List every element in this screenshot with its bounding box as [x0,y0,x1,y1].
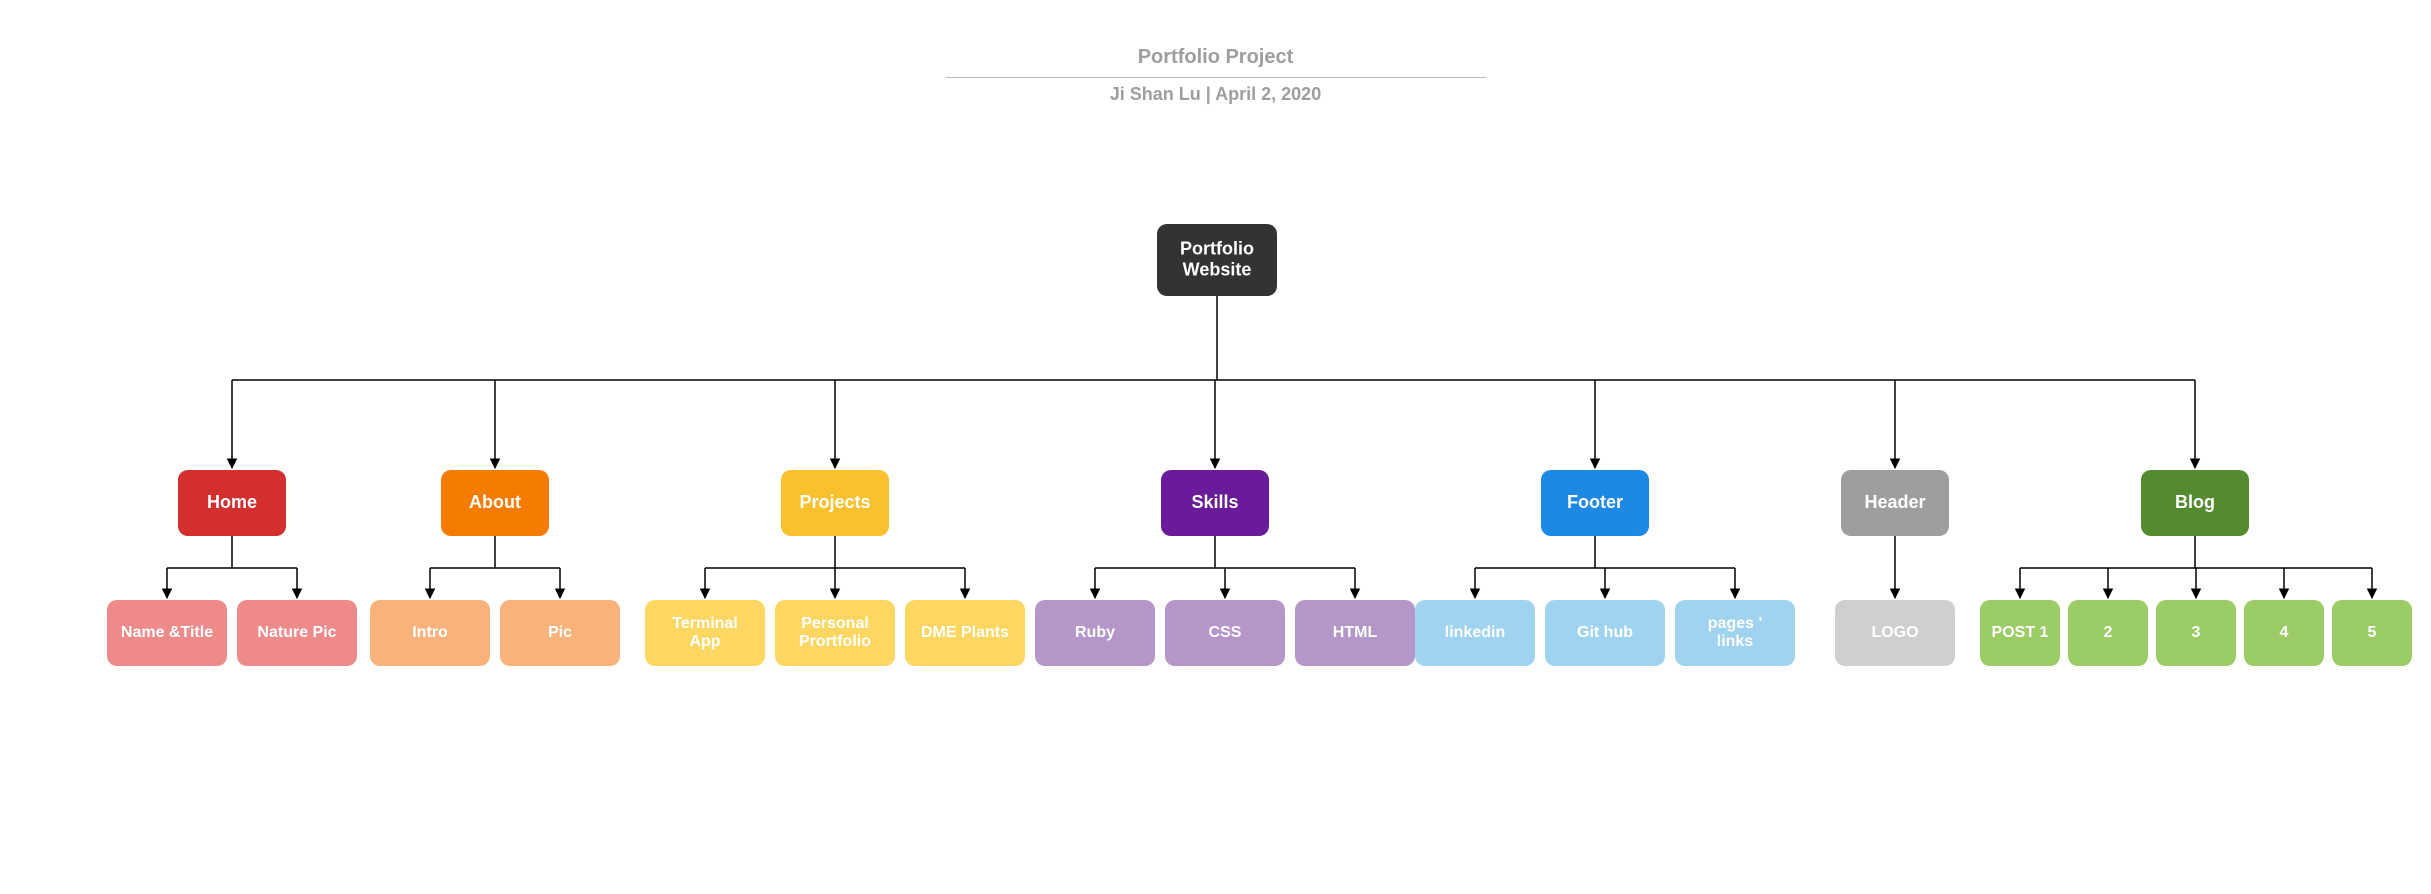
node-projects-label: Projects [799,492,870,512]
node-nature-pic-label: Nature Pic [257,624,336,641]
node-logo-label: LOGO [1871,624,1918,641]
page-header: Portfolio Project Ji Shan Lu | April 2, … [946,46,1486,105]
node-ruby-label: Ruby [1075,624,1115,641]
node-dme-plants-label: DME Plants [921,624,1009,641]
node-about-label: About [469,492,521,512]
node-post-5-label: 5 [2368,624,2377,641]
node-intro-label: Intro [412,624,448,641]
node-home-label: Home [207,492,257,512]
node-pic-label: Pic [548,624,572,641]
node-html-label: HTML [1333,624,1378,641]
node-linkedin-label: linkedin [1445,624,1505,641]
header-title: Portfolio Project [946,46,1486,75]
node-root-label: PortfolioWebsite [1180,238,1254,279]
node-footer-label: Footer [1567,492,1623,512]
tree-diagram: PortfolioWebsite Home Name &Title Nature Pi… [0,0,2431,894]
node-personal-portfolio-label: PersonalPrortfolio [799,615,871,650]
node-css-label: CSS [1209,624,1242,641]
diagram-canvas: Portfolio Project Ji Shan Lu | April 2, … [0,0,2431,894]
node-skills-label: Skills [1191,492,1238,512]
node-header-label: Header [1864,492,1925,512]
node-blog-label: Blog [2175,492,2215,512]
node-github-label: Git hub [1577,624,1633,641]
node-post-4-label: 4 [2280,624,2289,641]
node-name-title-label: Name &Title [121,624,213,641]
node-post-2-label: 2 [2104,624,2113,641]
header-rule [946,77,1486,78]
node-post-3-label: 3 [2192,624,2201,641]
header-subtitle: Ji Shan Lu | April 2, 2020 [946,84,1486,105]
node-post-1-label: POST 1 [1992,624,2049,641]
